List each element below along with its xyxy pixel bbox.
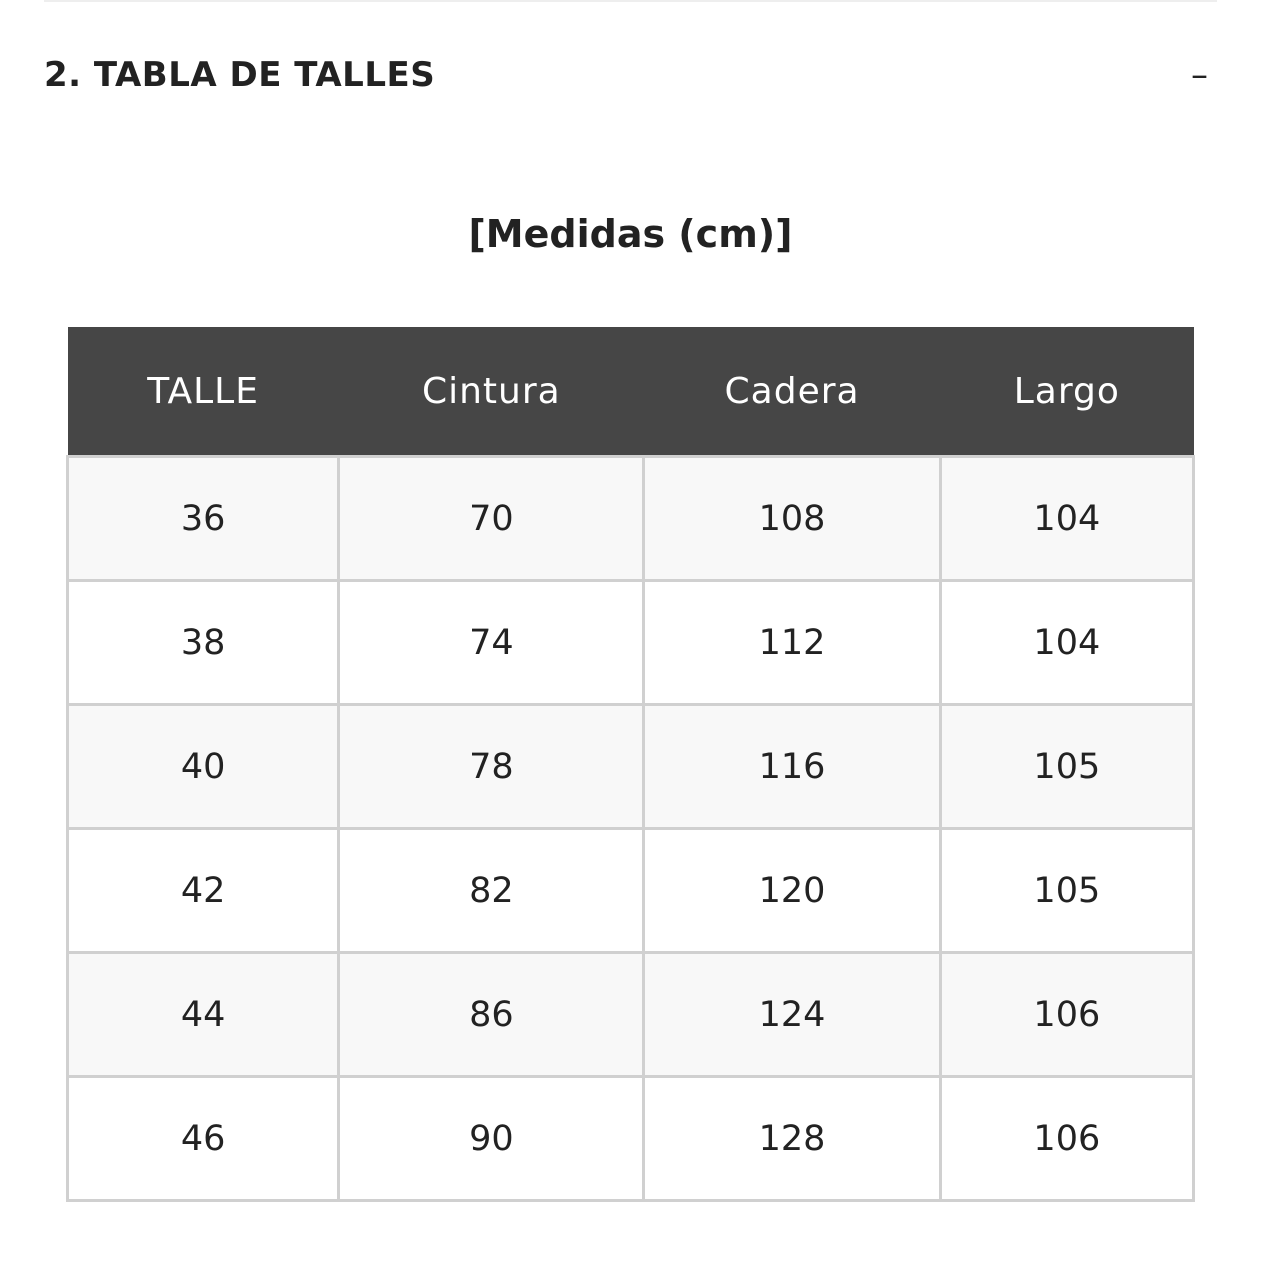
table-cell: 106 (938, 951, 1196, 1078)
table-row: 42 82 120 105 (65, 827, 1196, 954)
table-cell: 105 (938, 827, 1196, 954)
table-row: 38 74 112 104 (65, 579, 1196, 706)
table-cell: 106 (938, 1075, 1196, 1202)
table-cell: 38 (65, 579, 341, 706)
divider (44, 0, 1217, 2)
table-cell: 74 (337, 579, 646, 706)
table-cell: 86 (337, 951, 646, 1078)
table-cell: 42 (65, 827, 341, 954)
table-cell: 44 (65, 951, 341, 1078)
table-cell: 104 (938, 455, 1196, 582)
header-talle: TALLE (67, 327, 339, 457)
table-cell: 78 (337, 703, 646, 830)
table-cell: 124 (642, 951, 942, 1078)
table-cell: 46 (65, 1075, 341, 1202)
table-row: 46 90 128 106 (65, 1075, 1196, 1202)
table-cell: 108 (642, 455, 942, 582)
table-cell: 104 (938, 579, 1196, 706)
table-cell: 40 (65, 703, 341, 830)
header-largo: Largo (940, 327, 1194, 457)
table-row: 44 86 124 106 (65, 951, 1196, 1078)
table-cell: 112 (642, 579, 942, 706)
table-cell: 128 (642, 1075, 942, 1202)
table-cell: 36 (65, 455, 341, 582)
table-header-row: TALLE Cintura Cadera Largo (67, 327, 1194, 457)
header-cadera: Cadera (643, 327, 941, 457)
section-title: 2. TABLA DE TALLES (44, 55, 436, 95)
table-cell: 70 (337, 455, 646, 582)
accordion-header[interactable]: 2. TABLA DE TALLES – (44, 52, 1214, 98)
table-row: 36 70 108 104 (65, 455, 1196, 582)
table-cell: 82 (337, 827, 646, 954)
collapse-icon[interactable]: – (1191, 55, 1208, 95)
table-row: 40 78 116 105 (65, 703, 1196, 830)
header-cintura: Cintura (338, 327, 644, 457)
table-cell: 120 (642, 827, 942, 954)
size-table: TALLE Cintura Cadera Largo 36 70 108 104 38 7… (65, 327, 1196, 1202)
table-caption: [Medidas (cm)] (468, 212, 793, 256)
table-cell: 105 (938, 703, 1196, 830)
table-cell: 116 (642, 703, 942, 830)
table-cell: 90 (337, 1075, 646, 1202)
